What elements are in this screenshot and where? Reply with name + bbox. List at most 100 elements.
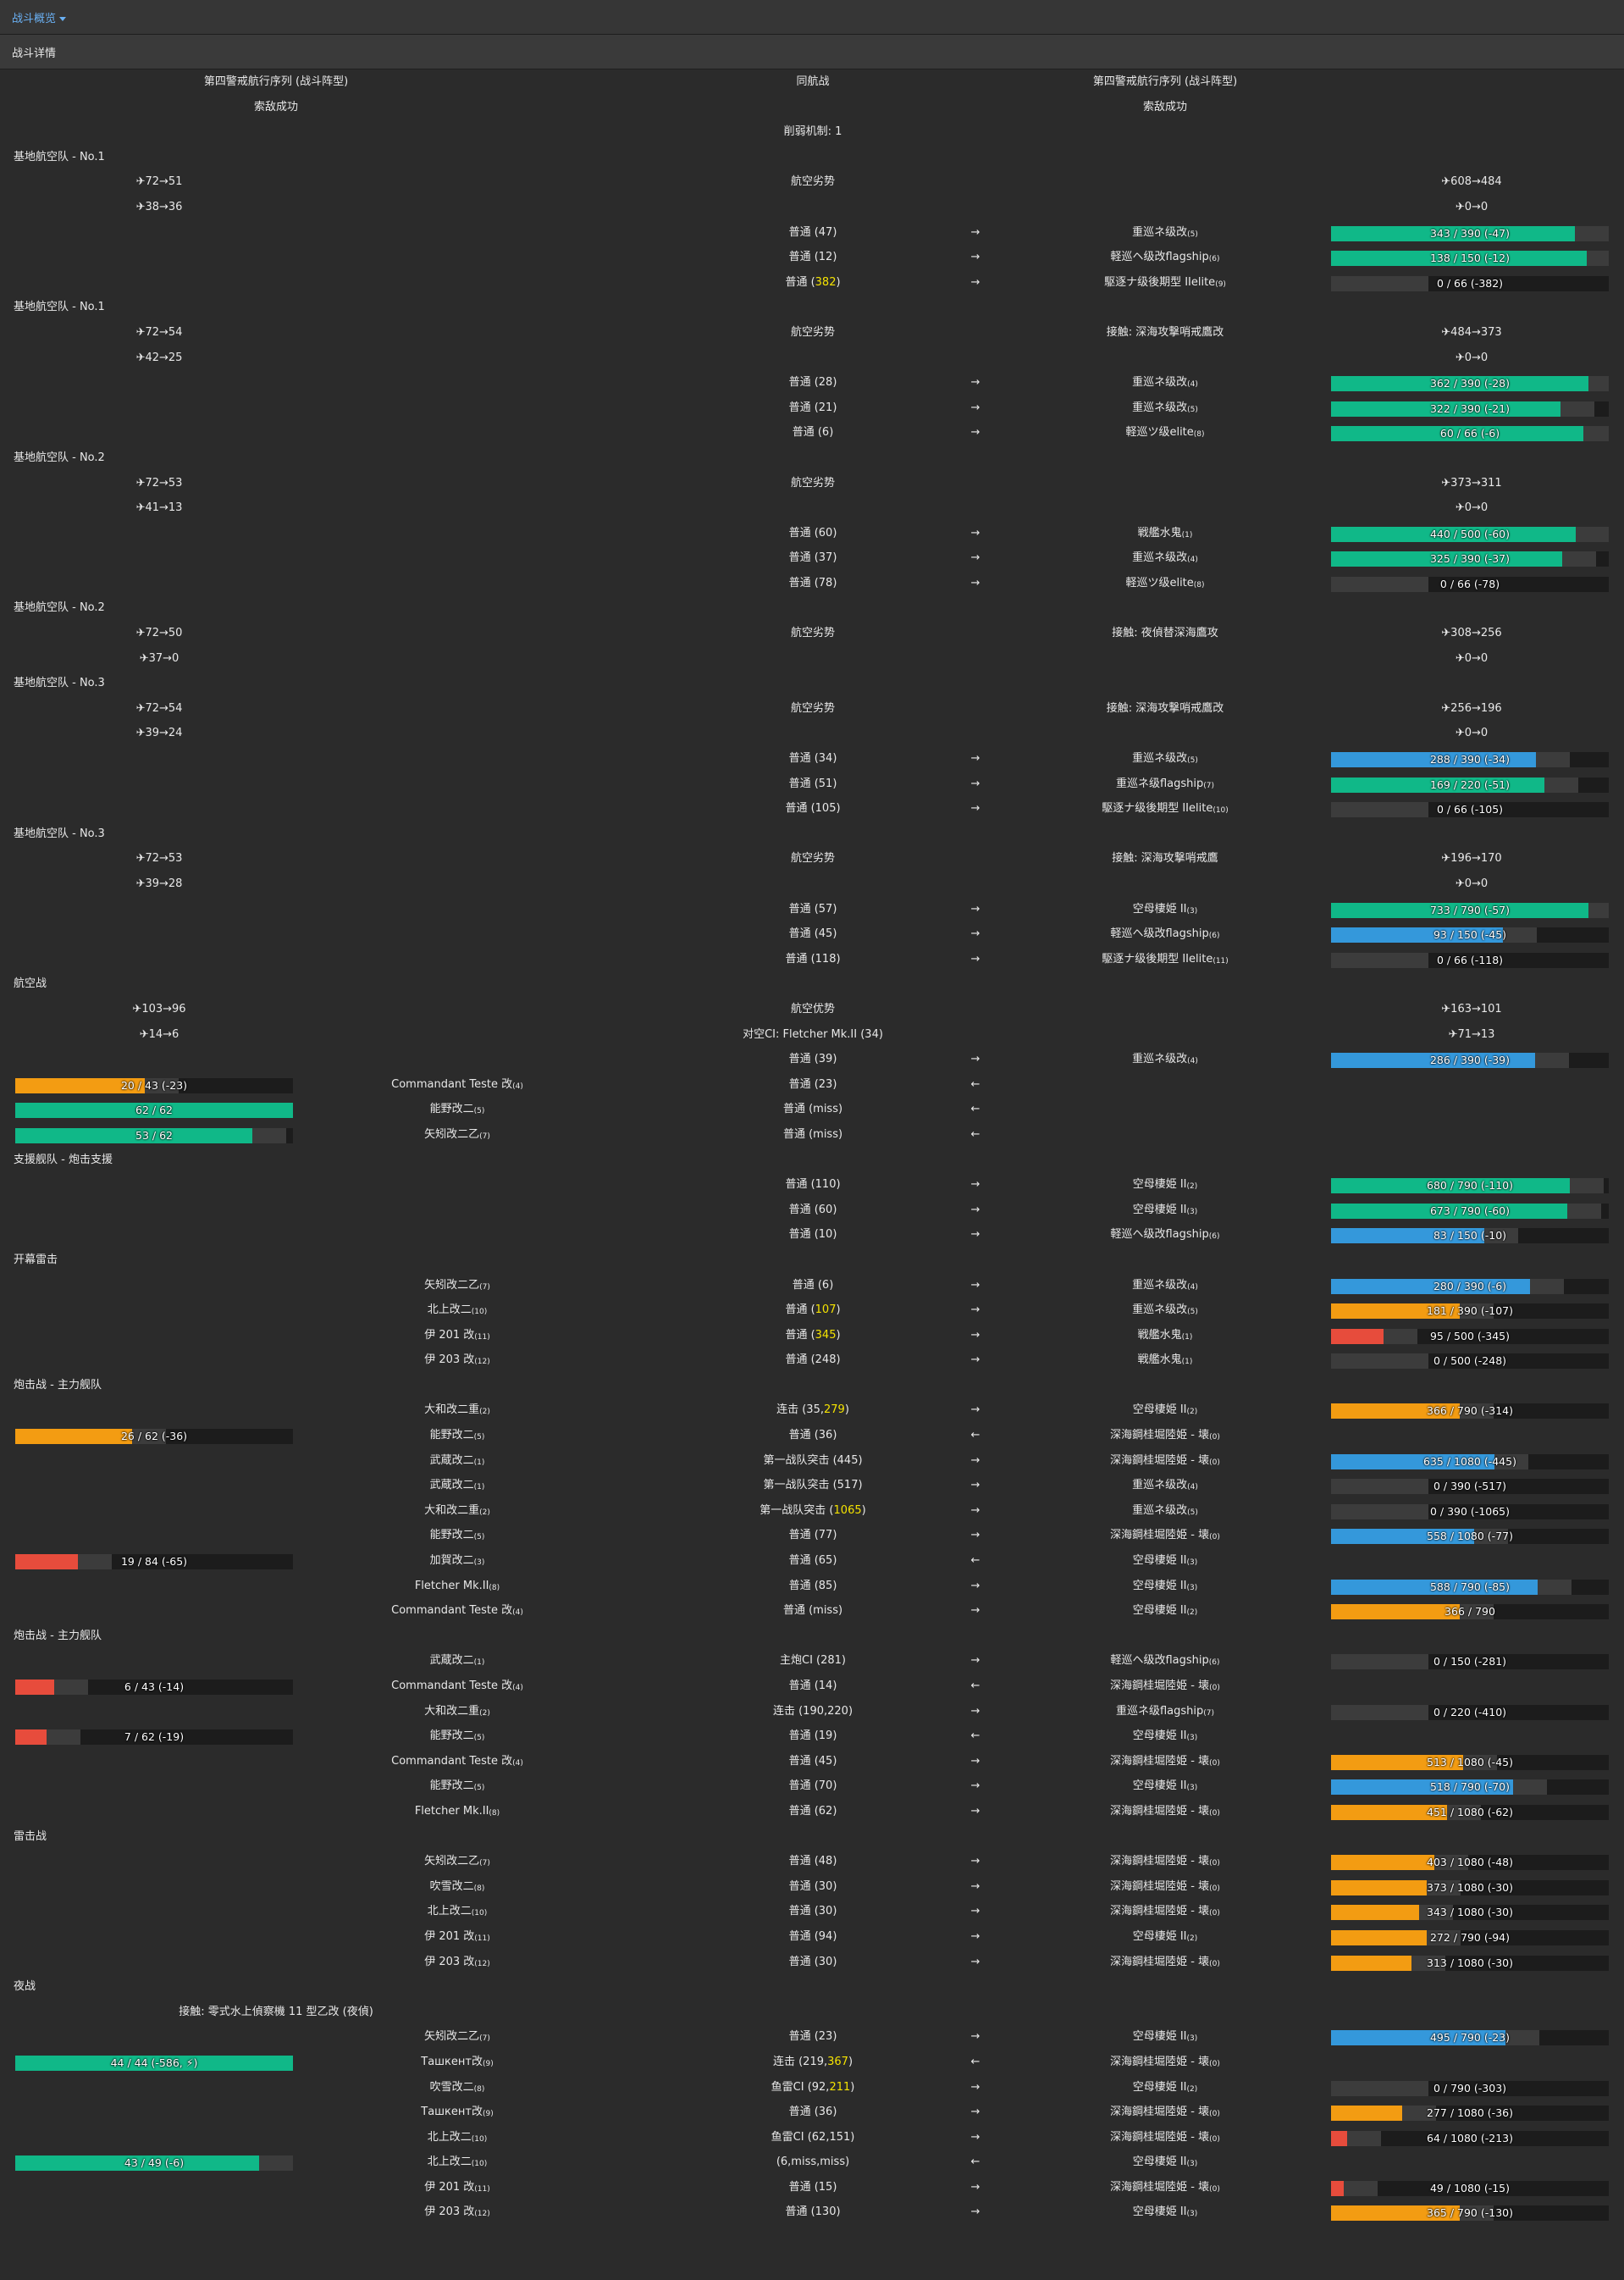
enemy-ship: 深海鋼桂堀陸姫 - 壊(0) (1110, 1674, 1220, 1699)
enemy-ship: 空母棲姫 II(3) (1133, 1724, 1198, 1749)
ally-ship-name: 大和改二重 (424, 1503, 480, 1517)
ally-ship-index: (4) (512, 1758, 523, 1768)
left-info: 索敌成功 (254, 95, 298, 120)
enemy-ship-name: 軽巡ヘ级改flagship (1110, 1654, 1209, 1668)
enemy-ship-name: 重巡ネ级改 (1132, 1503, 1188, 1517)
attack-text-tail: ) (836, 275, 841, 289)
log-row: 6 / 43 (-14) Commandant Teste 改(4) 普通 (14)… (0, 1674, 1624, 1699)
arrow-glyph: → (970, 551, 980, 565)
log-row: 20 / 43 (-23) Commandant Teste 改(4) 普通 (23… (0, 1072, 1624, 1098)
battle-overview-dropdown[interactable]: 战斗概览 (12, 9, 67, 25)
hp-text: 83 / 150 (-10) (1433, 1229, 1507, 1242)
enemy-ship-index: (0) (1209, 2134, 1220, 2144)
ally-hp-bar: 43 / 49 (-6) (15, 2155, 293, 2172)
hp-fill (1331, 1754, 1463, 1770)
hp-fill (1331, 376, 1589, 392)
section-header: 夜战 (0, 1974, 1624, 2000)
arrow-glyph: → (970, 902, 980, 916)
hp-fill (1331, 1203, 1568, 1219)
enemy-ship-index: (0) (1209, 1808, 1220, 1818)
attack-info: 普通 (94) (789, 1924, 837, 1950)
attack-text: 连击 (35, (776, 1403, 824, 1417)
arrow-glyph: → (970, 1779, 980, 1793)
enemy-hp-bar: 0 / 66 (-78) (1331, 576, 1609, 592)
hp-text: 673 / 790 (-60) (1429, 1204, 1511, 1217)
hp-text: 44 / 44 (-586, ⚡) (110, 2056, 198, 2069)
left-planes-text: ✈14→6 (139, 1027, 180, 1041)
ally-ship-index: (8) (473, 1884, 485, 1893)
enemy-ship-name: 重巡ネ级改 (1132, 1278, 1188, 1292)
ally-ship-name: 矢矧改二乙 (424, 1127, 480, 1141)
enemy-ship-name: 深海鋼桂堀陸姫 - 壊 (1110, 1804, 1210, 1818)
hp-text: 343 / 1080 (-30) (1427, 1906, 1513, 1919)
mid-info: 同航战 (796, 69, 829, 95)
ally-ship-index: (10) (471, 2160, 488, 2169)
arrow-glyph: → (970, 251, 980, 264)
ally-ship-name: 能野改二 (429, 1529, 474, 1542)
enemy-ship-index: (3) (1186, 1583, 1198, 1592)
hp-fill (1331, 2180, 1344, 2196)
attack-text: 普通 (23) (788, 2030, 837, 2044)
right-planes-text: ✈71→13 (1448, 1027, 1495, 1041)
arrow-glyph: → (970, 1278, 980, 1292)
ally-ship: 北上改二(10) (428, 2125, 488, 2150)
log-row: 普通 (21) → 重巡ネ级改(5) 322 / 390 (-21) (0, 396, 1624, 421)
enemy-ship-index: (8) (1193, 580, 1205, 589)
attack-info: 普通 (30) (789, 1874, 837, 1900)
enemy-hp-bar: 64 / 1080 (-213) (1331, 2130, 1609, 2146)
section-header: 航空战 (0, 971, 1624, 997)
right-planes-text: ✈0→0 (1455, 727, 1489, 740)
ally-ship: Ташкент改(9) (421, 2100, 493, 2125)
hp-fill (1331, 1879, 1428, 1895)
enemy-ship-index: (0) (1209, 1758, 1220, 1768)
hp-track (1331, 802, 1428, 818)
enemy-ship: 空母棲姫 II(2) (1133, 1924, 1198, 1950)
enemy-hp-bar: 0 / 500 (-248) (1331, 1353, 1609, 1370)
arrow-glyph: → (970, 426, 980, 440)
attack-text: 普通 (105) (785, 802, 841, 816)
ally-ship-name: 吹雪改二 (429, 1879, 474, 1893)
right-planes-text: ✈0→0 (1455, 877, 1489, 890)
left-planes: ✈72→51 (136, 169, 183, 195)
hp-text: 272 / 790 (-94) (1429, 1930, 1511, 1944)
hp-track (1331, 1654, 1428, 1670)
ally-ship-index: (2) (479, 1408, 490, 1417)
enemy-ship: 戦艦水鬼(1) (1138, 1323, 1193, 1348)
attack-text: 普通 (57) (788, 902, 837, 916)
log-row: 削弱机制: 1 (0, 119, 1624, 145)
arrow-glyph: → (970, 927, 980, 941)
hp-text: 0 / 390 (-1065) (1429, 1504, 1511, 1518)
log-row: ✈42→25 ✈0→0 (0, 346, 1624, 371)
section-title: 基地航空队 - No.3 (14, 671, 105, 696)
left-info-text: 接触: 零式水上偵察機 11 型乙改 (夜偵) (179, 2005, 373, 2018)
attack-info: 普通 (21) (789, 396, 837, 421)
section-header: 基地航空队 - No.2 (0, 595, 1624, 621)
log-row: 普通 (382) → 駆逐ナ级後期型 IIelite(9) 0 / 66 (-382) (0, 270, 1624, 296)
log-row: 能野改二(5) 普通 (70) → 空母棲姫 II(3) 518 / 790 (-70) (0, 1774, 1624, 1799)
attack-info: 普通 (70) (789, 1774, 837, 1799)
hp-fill (1331, 1804, 1447, 1820)
enemy-ship: 重巡ネ级改(4) (1132, 545, 1198, 571)
left-planes-text: ✈39→24 (135, 727, 183, 740)
enemy-ship: 重巡ネ级改(4) (1132, 1473, 1198, 1498)
attack-text: 普通 (28) (788, 376, 837, 390)
attack-info: 连击 (190,220) (773, 1699, 853, 1724)
enemy-ship: 空母棲姫 II(3) (1133, 1548, 1198, 1574)
mid-info: 削弱机制: 1 (784, 119, 842, 145)
left-planes-text: ✈37→0 (139, 651, 180, 665)
ally-ship-name: 能野改二 (429, 1103, 474, 1116)
section-title-text: 炮击战 - 主力舰队 (14, 1629, 102, 1642)
direction-arrow-icon: ← (971, 1674, 980, 1699)
enemy-ship-index: (0) (1209, 1909, 1220, 1918)
mid-info-text: 航空劣势 (790, 476, 836, 490)
ally-ship-index: (5) (473, 1533, 485, 1542)
direction-arrow-icon: ← (971, 2050, 980, 2075)
direction-arrow-icon: ← (971, 1724, 980, 1749)
enemy-ship-index: (4) (1187, 556, 1198, 565)
left-planes-text: ✈72→54 (135, 701, 183, 715)
arrow-glyph: → (970, 401, 980, 414)
enemy-ship-index: (11) (1212, 956, 1229, 966)
log-row: 普通 (47) → 重巡ネ级改(5) 343 / 390 (-47) (0, 220, 1624, 246)
attack-info: 普通 (45) (789, 921, 837, 947)
ally-ship-name: 大和改二重 (424, 1704, 480, 1718)
